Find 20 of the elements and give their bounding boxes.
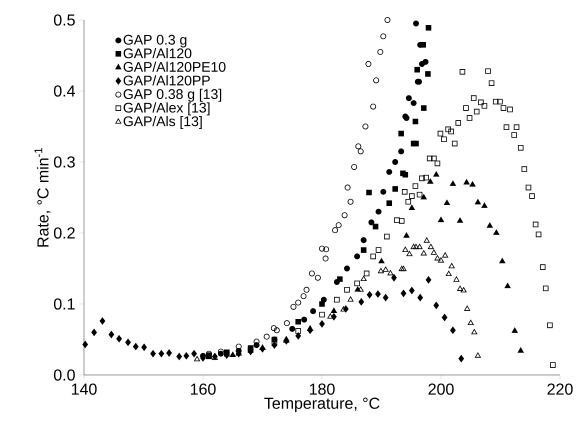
legend-label: GAP 0.3 g [124, 34, 186, 48]
legend-label: GAP/Al120PE10 [124, 62, 226, 72]
x-tick-label: 160 [190, 384, 216, 395]
y-tick-label: 0.0 [54, 369, 75, 381]
legend-label: GAP/Alex [13] [124, 102, 210, 116]
x-axis-title: Temperature, °C [264, 398, 380, 412]
x-tick-label: 220 [548, 384, 573, 395]
x-tick-label: 180 [310, 384, 335, 395]
y-tick-label: 0.5 [54, 14, 75, 26]
y-tick-label: 0.4 [54, 85, 76, 97]
legend-label: GAP/Al120 [124, 48, 192, 58]
y-tick-label: 0.1 [54, 298, 75, 310]
legend-label: GAP/Al120PP [124, 75, 210, 86]
y-tick-label: 0.3 [54, 156, 75, 168]
y-axis-title: Rate, °C min$^{-1}$ [34, 148, 50, 247]
x-tick-label: 200 [428, 384, 454, 395]
legend-label: GAP/Als [13] [124, 116, 202, 129]
y-tick-label: 0.2 [54, 227, 75, 239]
legend-label: GAP 0.38 g [13] [124, 88, 222, 102]
x-tick-label: 140 [72, 384, 97, 395]
